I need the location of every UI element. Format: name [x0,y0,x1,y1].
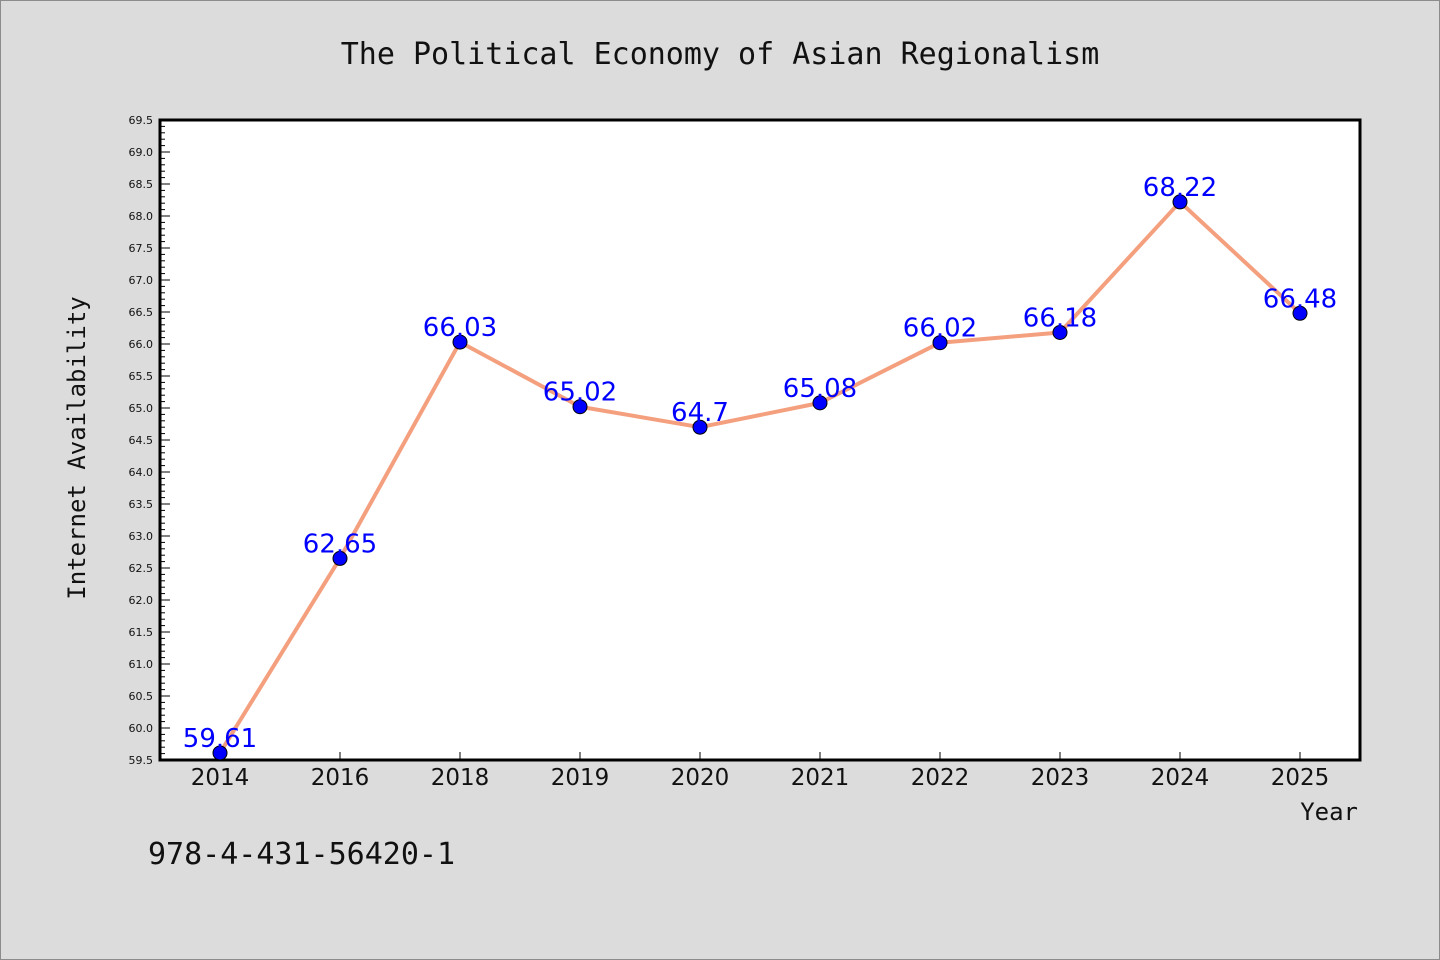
y-tick-label: 68.0 [129,210,154,223]
x-tick-label: 2024 [1151,765,1210,791]
data-label: 62.65 [303,529,377,559]
y-tick-label: 67.5 [129,242,154,255]
plot-area [158,118,1362,762]
y-tick-label: 69.5 [129,114,154,127]
data-label: 59.61 [183,724,257,754]
y-axis-title: Internet Availability [63,296,91,599]
y-tick-label: 63.5 [129,498,154,511]
data-label: 66.02 [903,314,977,344]
x-axis-title: Year [1300,798,1358,826]
data-label: 66.18 [1023,303,1097,333]
x-tick-label: 2014 [191,765,250,791]
x-tick-label: 2019 [551,765,610,791]
data-point [812,395,828,411]
y-tick-label: 63.0 [129,530,154,543]
y-tick-label: 68.5 [129,178,154,191]
y-tick-label: 64.5 [129,434,154,447]
data-point [1172,194,1188,210]
x-tick-label: 2018 [431,765,490,791]
data-label: 65.08 [783,374,857,404]
y-tick-label: 67.0 [129,274,154,287]
x-tick-label: 2025 [1271,765,1330,791]
series-layer [212,194,1308,761]
data-point [1052,324,1068,340]
data-label: 64.7 [671,398,729,428]
x-axis: 2014 2016 2018 2019 2020 2021 2022 2023 2024 2025 [191,752,1330,791]
data-label: 66.03 [423,313,497,343]
series-line [218,199,1302,755]
y-tick-label: 65.0 [129,402,154,415]
y-tick-label: 61.5 [129,626,154,639]
data-label: 68.22 [1143,173,1217,203]
data-label: 66.48 [1263,284,1337,314]
x-tick-label: 2020 [671,765,730,791]
chart-title: The Political Economy of Asian Regionali… [341,37,1100,72]
data-point [212,745,228,761]
y-tick-label: 62.0 [129,594,154,607]
y-tick-label: 62.5 [129,562,154,575]
y-tick-label: 61.0 [129,658,154,671]
data-point [572,399,588,415]
y-tick-label: 60.5 [129,690,154,703]
data-point [932,335,948,351]
y-axis: 59.5 60.0 60.5 61.0 61.5 62.0 62.5 63.0 63.5 64.0… [129,114,170,767]
x-tick-label: 2016 [311,765,370,791]
y-tick-label: 66.0 [129,338,154,351]
y-tick-label: 66.5 [129,306,154,319]
y-tick-label: 59.5 [129,754,154,767]
data-labels: 59.61 62.65 66.03 65.02 64.7 65.08 66.02 66.18 6… [183,173,1337,754]
data-point [452,334,468,350]
x-tick-label: 2021 [791,765,850,791]
isbn-text: 978-4-431-56420-1 [148,837,455,872]
y-tick-label: 60.0 [129,722,154,735]
x-tick-label: 2023 [1031,765,1090,791]
y-tick-label: 64.0 [129,466,154,479]
data-point [692,419,708,435]
data-point [1292,305,1308,321]
x-tick-label: 2022 [911,765,970,791]
y-tick-label: 69.0 [129,146,154,159]
y-tick-label: 65.5 [129,370,154,383]
data-point [332,550,348,566]
data-label: 65.02 [543,378,617,408]
